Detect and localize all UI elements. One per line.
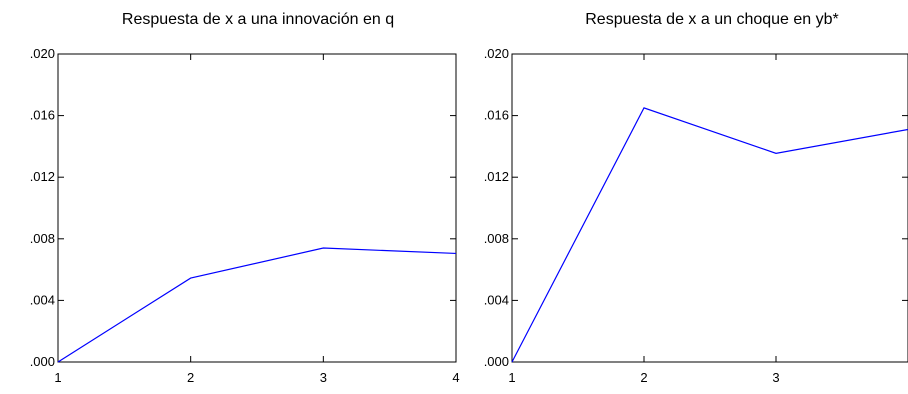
- panel-right: Respuesta de x a un choque en yb* .000 .00…: [484, 11, 908, 385]
- chart-title: Respuesta de x a un choque en yb*: [585, 11, 839, 28]
- plot-frame: [57, 53, 457, 363]
- x-tick-label: 2: [187, 370, 194, 385]
- panel-left: Respuesta de x a una innovación en q .000…: [30, 11, 460, 385]
- y-tick-label: .020: [484, 46, 509, 61]
- series-line: [57, 247, 457, 363]
- y-tick-label: .020: [30, 46, 55, 61]
- y-tick-label: .012: [484, 169, 509, 184]
- x-tick-label: 4: [452, 370, 459, 385]
- x-tick-label: 3: [772, 370, 779, 385]
- x-tick-label: 1: [54, 370, 61, 385]
- y-tick-label: .016: [484, 108, 509, 123]
- x-tick-label: 3: [320, 370, 327, 385]
- y-tick-label: .008: [30, 231, 55, 246]
- x-tick-label: 2: [640, 370, 647, 385]
- x-tick-label: 1: [508, 370, 515, 385]
- y-tick-label: .004: [30, 292, 55, 307]
- series-line: [511, 107, 908, 363]
- y-tick-label: .000: [30, 354, 55, 369]
- chart-title: Respuesta de x a una innovación en q: [122, 11, 394, 28]
- y-tick-label: .016: [30, 108, 55, 123]
- y-tick-label: .000: [484, 354, 509, 369]
- y-tick-label: .008: [484, 231, 509, 246]
- plot-frame: [511, 53, 908, 363]
- y-tick-label: .012: [30, 169, 55, 184]
- y-tick-label: .004: [484, 292, 509, 307]
